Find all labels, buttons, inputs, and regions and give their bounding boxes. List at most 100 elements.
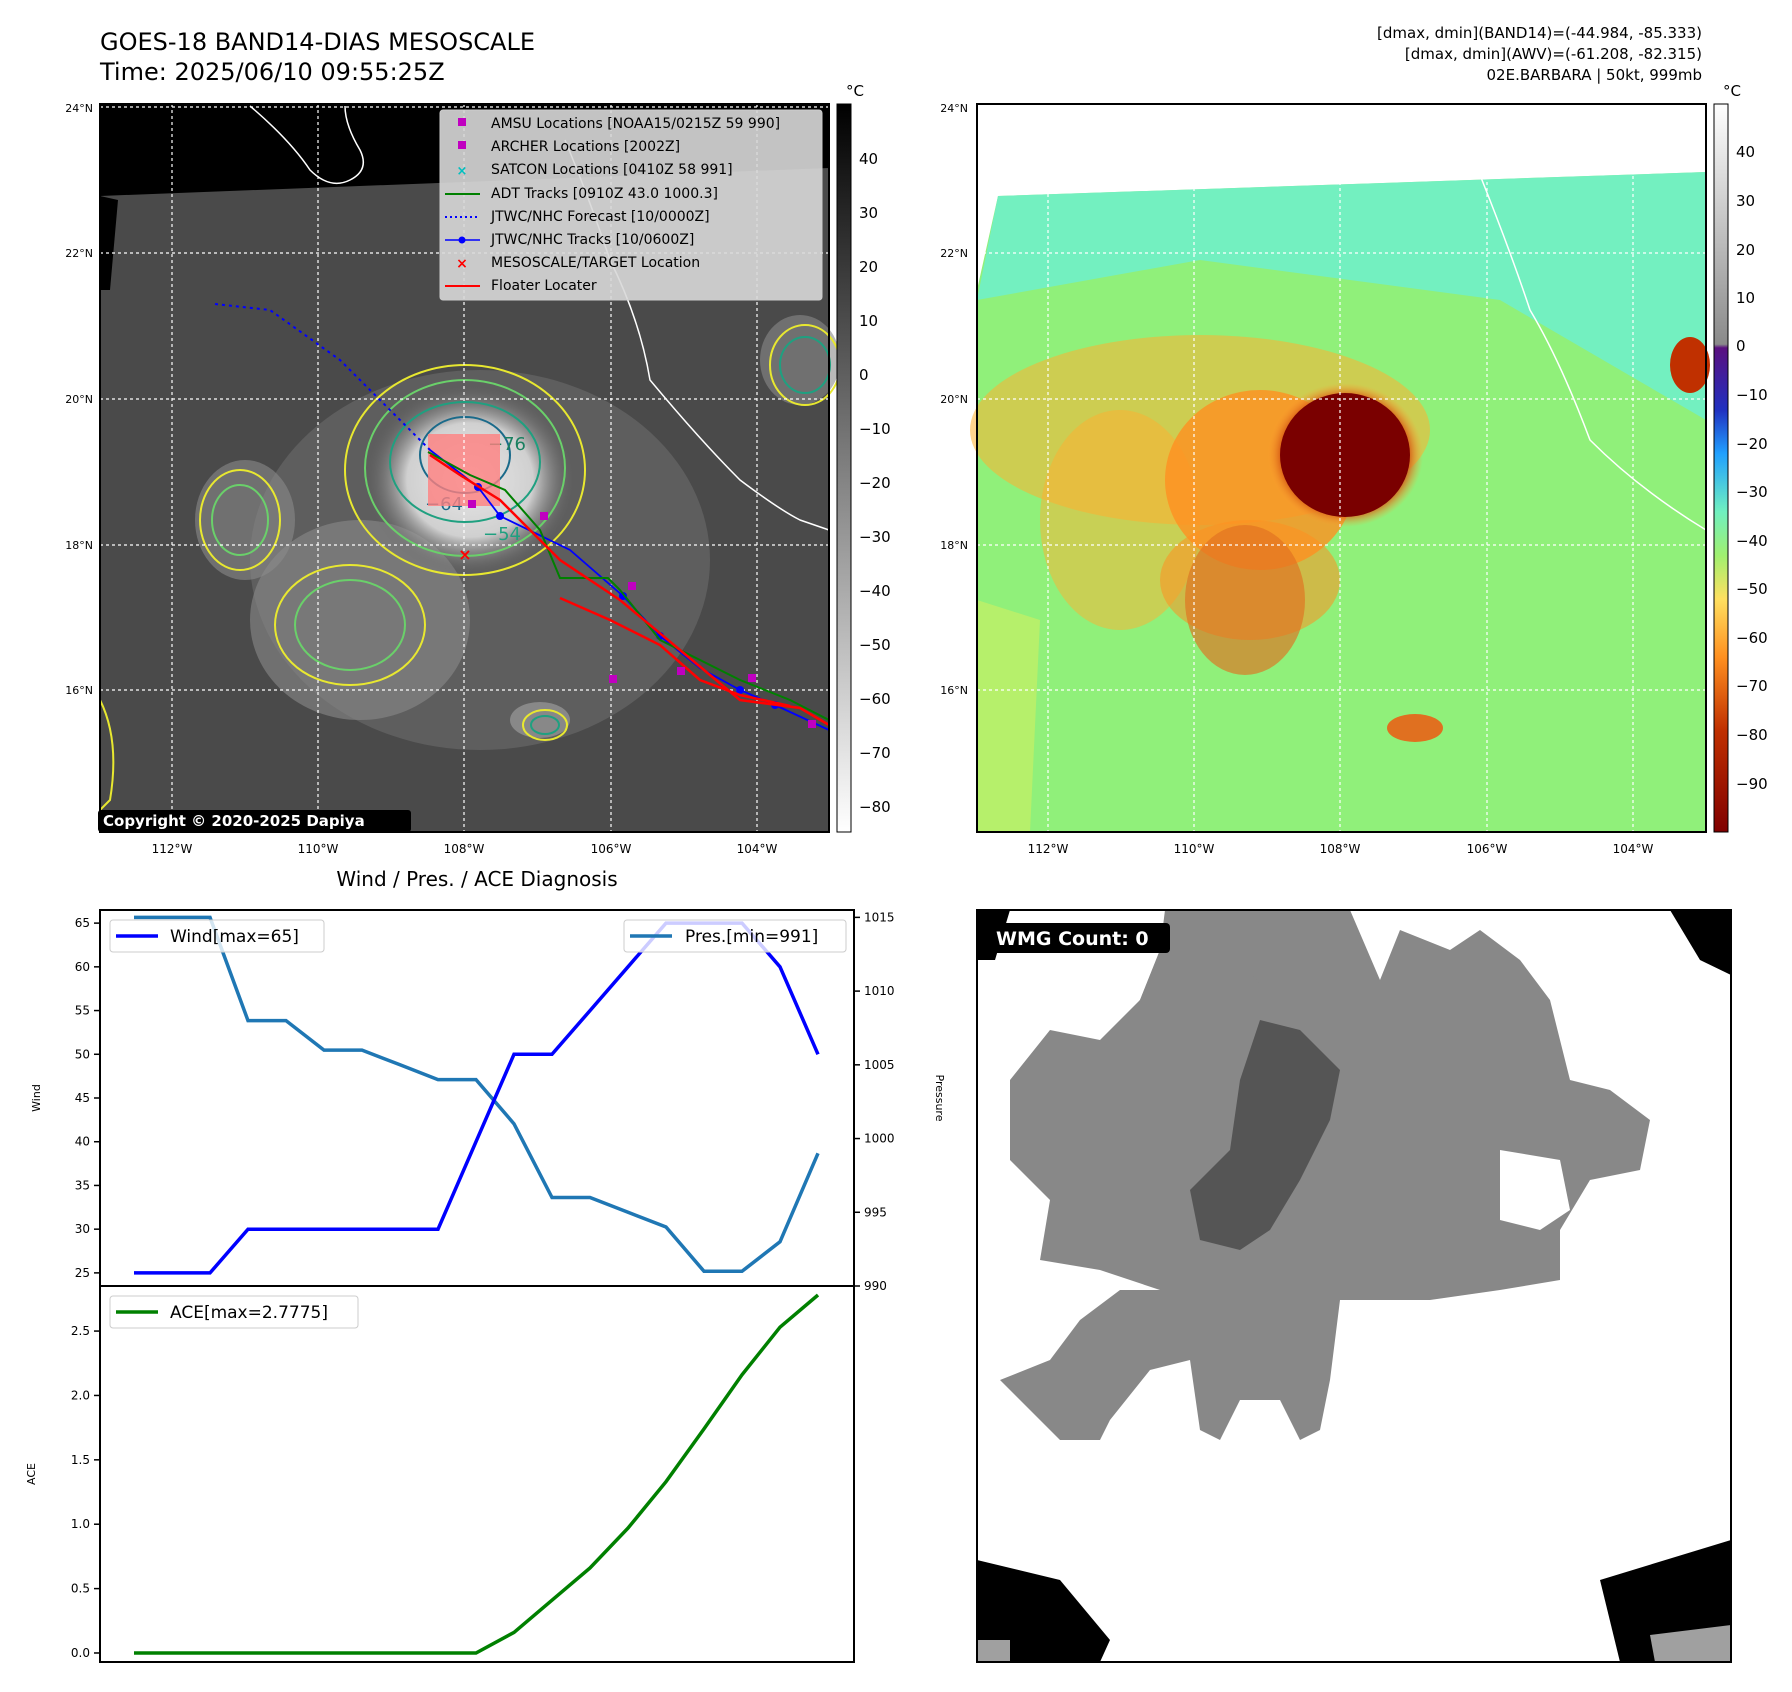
ir-lon-112: 112°W: [152, 842, 193, 856]
coastline: [1479, 174, 1707, 531]
wind-legend: Wind[max=65]: [109, 919, 325, 953]
awv-cb-tick: −90: [1736, 775, 1768, 793]
pressure-tick-label: 995: [864, 1205, 887, 1219]
ir-lon-104: 104°W: [737, 842, 778, 856]
ir-cb-tick: −50: [859, 636, 891, 654]
awv-colorbar-unit: °C: [1723, 82, 1741, 100]
copyright: Copyright © 2020-2025 Dapiya: [103, 812, 365, 830]
wind-tick-label: 60: [75, 960, 90, 974]
awv-lat-20: 20°N: [940, 393, 968, 406]
ir-colorbar: °C 40 30 20 10 0 −10 −20 −30 −40 −50 −60…: [836, 82, 891, 833]
floater-track: [429, 453, 830, 727]
forecast-track: [214, 303, 431, 451]
ir-cb-tick: −80: [859, 798, 891, 816]
ace-series-line: [134, 1293, 820, 1655]
ace-y-ticks: 2.5 2.0 1.5 1.0 0.5 0.0: [71, 1324, 100, 1660]
pressure-tick-label: 1000: [864, 1132, 895, 1146]
figure-time: Time: 2025/06/10 09:55:25Z: [99, 58, 445, 86]
pressure-legend: Pres.[min=991]: [623, 919, 847, 953]
header: GOES-18 BAND14-DIAS MESOSCALE Time: 2025…: [99, 24, 1702, 86]
ir-lon-110: 110°W: [298, 842, 339, 856]
awv-lat-22: 22°N: [940, 247, 968, 260]
awv-lon-106: 106°W: [1467, 842, 1508, 856]
awv-cb-tick: −40: [1736, 532, 1768, 550]
awv-cb-tick: −10: [1736, 386, 1768, 404]
info-storm: 02E.BARBARA | 50kt, 999mb: [1487, 66, 1702, 84]
info-band14: [dmax, dmin](BAND14)=(-44.984, -85.333): [1377, 24, 1702, 42]
awv-lat-labels: 24°N 22°N 20°N 18°N 16°N: [940, 102, 968, 697]
pressure-tick-label: 1015: [864, 910, 895, 924]
ir-cb-tick: −60: [859, 690, 891, 708]
wind-tick-label: 65: [75, 916, 90, 930]
pressure-tick-label: 1005: [864, 1058, 895, 1072]
awv-lon-112: 112°W: [1028, 842, 1069, 856]
wind-tick-label: 55: [75, 1004, 90, 1018]
pressure-series-line: [134, 915, 820, 1274]
awv-cb-tick: −20: [1736, 435, 1768, 453]
wind-pres-chart: 65 60 55 50 45 40 35 30 25 1015 1010 1005 1000 995 99…: [30, 909, 946, 1293]
ir-lat-24: 24°N: [65, 102, 93, 115]
awv-cb-tick: −50: [1736, 580, 1768, 598]
ir-map-panel: −76 −64 −54 ×: [98, 103, 841, 833]
ir-cb-tick: −10: [859, 420, 891, 438]
pressure-tick-label: 1010: [864, 984, 895, 998]
awv-cb-tick: −30: [1736, 483, 1768, 501]
ace-tick-label: 0.0: [71, 1646, 90, 1660]
awv-lon-labels: 112°W 110°W 108°W 106°W 104°W: [1028, 842, 1654, 856]
wind-tick-label: 40: [75, 1135, 90, 1149]
awv-cb-tick: 0: [1736, 337, 1746, 355]
ace-tick-label: 2.0: [71, 1388, 90, 1402]
ir-lon-106: 106°W: [591, 842, 632, 856]
awv-lon-110: 110°W: [1174, 842, 1215, 856]
wind-tick-label: 30: [75, 1222, 90, 1236]
wind-tick-label: 50: [75, 1047, 90, 1061]
ace-tick-label: 1.0: [71, 1517, 90, 1531]
ir-lon-108: 108°W: [444, 842, 485, 856]
figure-title: GOES-18 BAND14-DIAS MESOSCALE: [100, 28, 535, 56]
wmg-count-label: WMG Count: 0: [996, 928, 1149, 950]
legend-forecast: JTWC/NHC Forecast [10/0000Z]: [490, 209, 710, 225]
awv-map-panel: [970, 103, 1710, 833]
awv-cb-tick: −70: [1736, 677, 1768, 695]
wind-y-ticks: 65 60 55 50 45 40 35 30 25: [75, 916, 100, 1280]
wmg-panel: WMG Count: 0: [976, 909, 1732, 1663]
ir-cb-tick: 0: [859, 366, 869, 384]
ir-lat-16: 16°N: [65, 684, 93, 697]
ir-cb-tick: 20: [859, 258, 878, 276]
awv-lon-104: 104°W: [1613, 842, 1654, 856]
ir-colorbar-unit: °C: [846, 82, 864, 100]
wind-legend-label: Wind[max=65]: [170, 927, 299, 947]
floater-track: [559, 596, 791, 708]
ace-legend-label: ACE[max=2.7775]: [170, 1303, 328, 1323]
ir-lat-labels: 24°N 22°N 20°N 18°N 16°N: [65, 102, 93, 697]
adt-track: [427, 451, 830, 721]
awv-lon-108: 108°W: [1320, 842, 1361, 856]
legend-archer: ARCHER Locations [2002Z]: [491, 139, 680, 155]
target-marker: ×: [458, 545, 471, 564]
awv-lat-24: 24°N: [940, 102, 968, 115]
ace-legend: ACE[max=2.7775]: [109, 1295, 359, 1329]
awv-lat-18: 18°N: [940, 539, 968, 552]
ace-chart: 2.5 2.0 1.5 1.0 0.5 0.0 ACE ACE[max=2.7775]: [25, 1285, 855, 1663]
awv-cb-tick: 40: [1736, 143, 1755, 161]
wind-tick-label: 45: [75, 1091, 90, 1105]
awv-cb-tick: 30: [1736, 192, 1755, 210]
ir-cb-tick: −40: [859, 582, 891, 600]
awv-cb-tick: 10: [1736, 289, 1755, 307]
ir-lat-22: 22°N: [65, 247, 93, 260]
awv-cb-tick: −80: [1736, 726, 1768, 744]
info-awv: [dmax, dmin](AWV)=(-61.208, -82.315): [1405, 45, 1702, 63]
ace-tick-label: 0.5: [71, 1582, 90, 1596]
ace-axis-label: ACE: [25, 1463, 38, 1485]
legend-satcon: SATCON Locations [0410Z 58 991]: [491, 162, 733, 178]
ir-lat-18: 18°N: [65, 539, 93, 552]
svg-text:×: ×: [457, 164, 468, 179]
ir-legend: × × AMSU Locations [NOAA15/0215Z 59 990]…: [439, 109, 823, 301]
ir-cb-tick: −20: [859, 474, 891, 492]
legend-adt: ADT Tracks [0910Z 43.0 1000.3]: [491, 186, 718, 202]
ir-cb-tick: 40: [859, 150, 878, 168]
ace-tick-label: 2.5: [71, 1324, 90, 1338]
ace-tick-label: 1.5: [71, 1453, 90, 1467]
pressure-axis-label: Pressure: [933, 1075, 946, 1122]
legend-tracks: JTWC/NHC Tracks [10/0600Z]: [490, 232, 694, 248]
